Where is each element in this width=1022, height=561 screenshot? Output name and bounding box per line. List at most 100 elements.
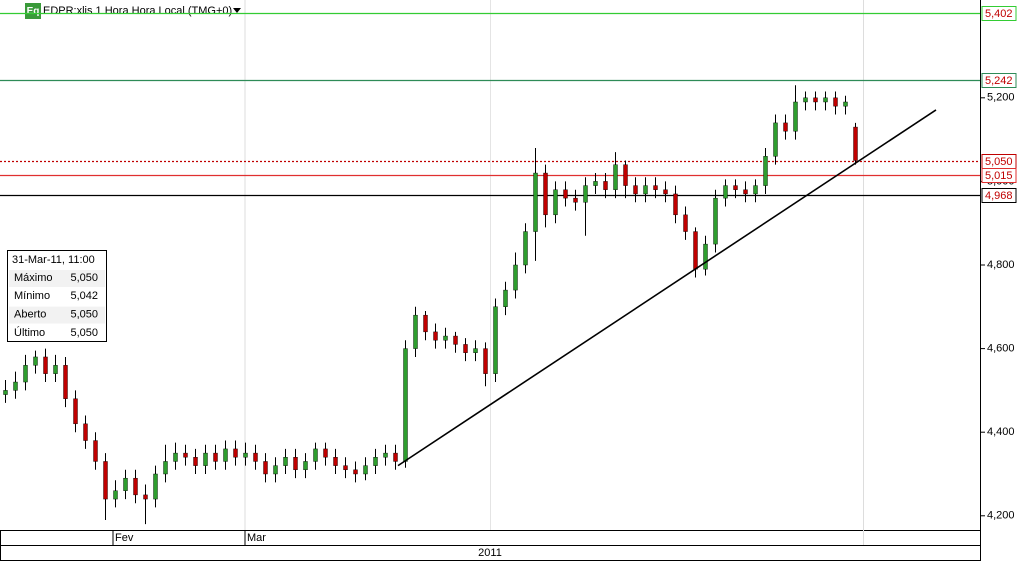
info-row-bg [9,306,105,324]
candle-body [193,457,198,466]
candle-body [443,335,448,341]
candle-body [623,164,628,186]
y-tick-label: 4,400 [987,426,1015,438]
badge[interactable] [25,3,41,19]
x-tick-label: Fev [115,532,134,544]
y-tick-label: 5,200 [987,92,1015,104]
candle-body [543,172,548,216]
candle-body [403,348,408,462]
candle-body [293,457,298,471]
candle-body [43,356,48,374]
candle-body [183,452,188,458]
level-label-box [981,6,1017,21]
candle-body [153,473,158,500]
candle-body [733,185,738,190]
level-label-box [981,73,1017,88]
candle-body [593,181,598,186]
candle-body [93,440,98,462]
year-label: 2011 [478,547,502,559]
level-label: 5,050 [985,156,1013,168]
candle-body [253,452,258,462]
candle-body [23,365,28,383]
candle-body [563,189,568,199]
candle-body [223,448,228,462]
level-label: 4,968 [985,190,1013,202]
candle-body [343,465,348,471]
candle-body [33,356,38,366]
candle-body [123,477,128,491]
info-value: 5,050 [70,327,98,339]
candle-body [263,461,268,475]
candle-body [413,314,418,349]
level-label: 5,242 [985,75,1013,87]
candle-body [823,97,828,103]
info-title: 31-Mar-11, 11:00 [12,254,95,266]
candle-body [453,335,458,345]
candle-body [213,452,218,462]
candle-body [753,185,758,195]
level-label: 5,402 [985,8,1013,20]
candle-body [523,231,528,266]
level-label-box [981,188,1017,203]
y-tick-label: 4,200 [987,510,1015,522]
info-box: 31-Mar-11, 11:00 Máximo 5,050 Mínimo 5,042 Ab… [7,250,107,342]
candle-body [273,465,278,475]
candle-body [233,448,238,458]
candle-body [173,452,178,462]
candle-body [463,344,468,353]
candle-body [163,461,168,475]
candle-body [763,156,768,186]
candle-body [333,457,338,466]
candle-body [853,126,858,161]
candle-body [503,289,508,307]
candle-body [673,193,678,216]
candle-body [393,452,398,462]
candle-body [63,365,68,399]
candle-body [533,172,538,232]
candle-body [813,97,818,103]
info-row-bg [9,270,105,287]
candle-body [103,461,108,500]
candle-body [113,490,118,500]
candle-body [833,97,838,107]
candle-body [553,189,558,216]
info-value: 5,050 [70,272,98,284]
candle-body [693,231,698,270]
info-label: Máximo [14,272,53,284]
dropdown-arrow[interactable] [233,8,241,13]
candle-body [603,181,608,190]
candle-body [653,185,658,190]
candle-body [643,185,648,195]
candle-body [683,214,688,232]
candle-body [803,97,808,103]
candle-body [573,197,578,203]
candle-body [773,122,778,157]
info-label: Último [14,326,45,339]
candle-body [663,189,668,195]
candle-body [483,348,488,374]
badge-text: Eq [27,6,40,17]
candle-body [313,448,318,462]
candle-body [203,452,208,466]
info-label: Aberto [14,309,46,321]
chart-title[interactable]: EDPR:xlis 1 Hora Hora Local (TMG+0) [43,5,232,17]
level-label: 5,015 [985,170,1013,182]
candle-body [73,398,78,425]
candle-body [423,314,428,333]
candle-body [583,185,588,203]
trendline [397,109,937,467]
candle-body [433,331,438,341]
candle-body [493,306,498,374]
candle-body [613,164,618,190]
level-label-box [981,168,1017,183]
candle-body [53,365,58,374]
candle-body [133,477,138,496]
candle-body [373,457,378,466]
candle-body [303,461,308,471]
candle-body [323,448,328,458]
info-box-frame [7,250,107,342]
y-tick-label: 4,800 [987,259,1015,271]
candle-body [353,469,358,475]
